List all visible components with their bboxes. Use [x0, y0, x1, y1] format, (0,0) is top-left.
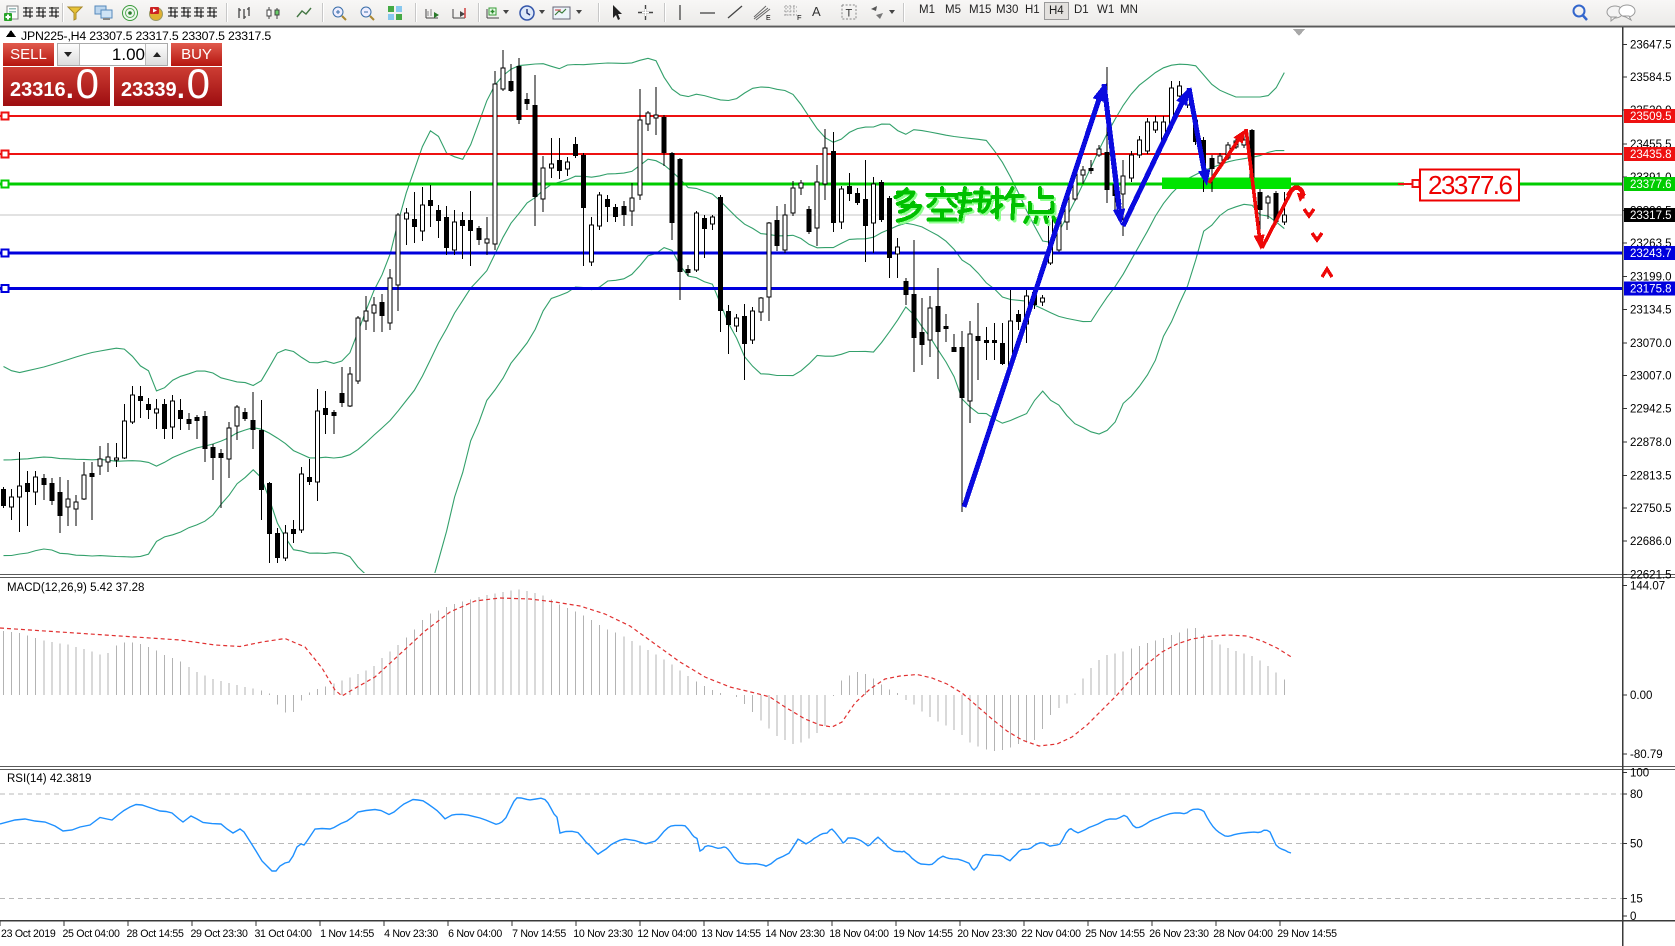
svg-text:25 Oct 04:00: 25 Oct 04:00	[62, 928, 119, 940]
svg-text:22813.5: 22813.5	[1630, 470, 1672, 482]
svg-text:23070.0: 23070.0	[1630, 338, 1672, 350]
svg-text:23 Oct 2019: 23 Oct 2019	[1, 928, 56, 940]
svg-text:22750.5: 22750.5	[1630, 503, 1672, 515]
svg-text:F: F	[797, 13, 802, 22]
svg-text:7 Nov 14:55: 7 Nov 14:55	[512, 928, 566, 940]
svg-text:23317.5: 23317.5	[1630, 210, 1672, 222]
svg-text:22 Nov 04:00: 22 Nov 04:00	[1021, 928, 1081, 940]
svg-text:MACD(12,26,9) 5.42 37.28: MACD(12,26,9) 5.42 37.28	[7, 582, 144, 594]
svg-text:23647.5: 23647.5	[1630, 40, 1672, 52]
svg-text:29 Nov 14:55: 29 Nov 14:55	[1277, 928, 1337, 940]
svg-text:23509.5: 23509.5	[1630, 111, 1672, 123]
svg-text:31 Oct 04:00: 31 Oct 04:00	[254, 928, 311, 940]
svg-text:4 Nov 23:30: 4 Nov 23:30	[384, 928, 438, 940]
svg-text:19 Nov 14:55: 19 Nov 14:55	[893, 928, 953, 940]
svg-text:25 Nov 14:55: 25 Nov 14:55	[1085, 928, 1145, 940]
svg-text:23243.7: 23243.7	[1630, 248, 1672, 260]
svg-text:28 Nov 04:00: 28 Nov 04:00	[1213, 928, 1273, 940]
svg-text:23377.6: 23377.6	[1630, 179, 1672, 191]
svg-text:23377.6: 23377.6	[1428, 170, 1513, 200]
svg-text:13 Nov 14:55: 13 Nov 14:55	[701, 928, 761, 940]
svg-text:E: E	[766, 15, 771, 22]
svg-text:23435.8: 23435.8	[1630, 149, 1672, 161]
svg-text:0.00: 0.00	[1630, 690, 1652, 702]
svg-text:26 Nov 23:30: 26 Nov 23:30	[1149, 928, 1209, 940]
svg-text:22942.5: 22942.5	[1630, 404, 1672, 416]
svg-text:6 Nov 04:00: 6 Nov 04:00	[448, 928, 502, 940]
svg-text:23134.5: 23134.5	[1630, 305, 1672, 317]
svg-text:23007.0: 23007.0	[1630, 370, 1672, 382]
svg-text:22878.0: 22878.0	[1630, 437, 1672, 449]
svg-text:22686.0: 22686.0	[1630, 536, 1672, 548]
svg-text:23584.5: 23584.5	[1630, 72, 1672, 84]
svg-text:23175.8: 23175.8	[1630, 284, 1672, 296]
svg-text:28 Oct 14:55: 28 Oct 14:55	[126, 928, 183, 940]
svg-text:1 Nov 14:55: 1 Nov 14:55	[320, 928, 374, 940]
svg-text:23199.0: 23199.0	[1630, 271, 1672, 283]
svg-text:JPN225-,H4 23307.5 23317.5 23: JPN225-,H4 23307.5 23317.5 23307.5 23317…	[21, 29, 271, 43]
svg-text:29 Oct 23:30: 29 Oct 23:30	[190, 928, 247, 940]
svg-text:12 Nov 04:00: 12 Nov 04:00	[637, 928, 697, 940]
svg-text:14 Nov 23:30: 14 Nov 23:30	[765, 928, 825, 940]
svg-text:15: 15	[1630, 894, 1643, 906]
svg-text:T: T	[846, 8, 853, 20]
svg-text:0: 0	[1630, 911, 1636, 923]
svg-text:50: 50	[1630, 839, 1643, 851]
svg-text:-80.79: -80.79	[1630, 749, 1663, 761]
svg-text:100: 100	[1630, 768, 1649, 780]
svg-text:80: 80	[1630, 789, 1643, 801]
svg-text:22621.5: 22621.5	[1630, 569, 1672, 581]
svg-text:20 Nov 23:30: 20 Nov 23:30	[957, 928, 1017, 940]
svg-text:144.07: 144.07	[1630, 581, 1665, 593]
svg-text:10 Nov 23:30: 10 Nov 23:30	[573, 928, 633, 940]
svg-text:RSI(14) 42.3819: RSI(14) 42.3819	[7, 773, 91, 785]
svg-text:18 Nov 04:00: 18 Nov 04:00	[829, 928, 889, 940]
